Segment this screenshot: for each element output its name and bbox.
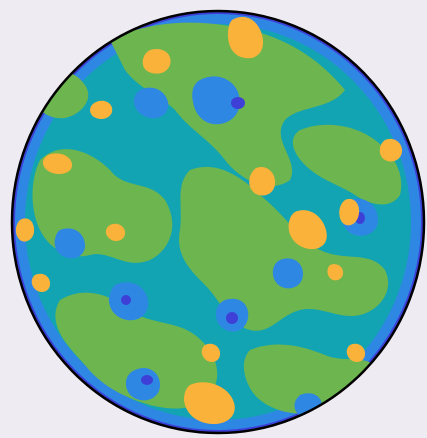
yellow-region [339,198,360,226]
deep-region [231,97,245,109]
yellow-region [379,138,403,162]
yellow-region [346,343,366,363]
blue-region [272,258,303,289]
deep-regions [121,97,365,385]
yellow-region [184,382,235,425]
green-region [292,124,402,205]
yellow-region [201,343,221,363]
blue-region [54,228,86,259]
deep-region [226,312,238,324]
blue-region [125,367,160,401]
yellow-region [90,100,113,120]
disk-outline [10,9,426,435]
blue-region [133,87,169,119]
yellow-regions [15,16,403,425]
yellow-region [249,166,276,196]
disk-fill-group [12,11,424,433]
yellow-region [105,223,126,242]
green-region [179,166,389,331]
yellow-region [15,218,35,242]
yellow-region [327,264,344,281]
yellow-region [228,16,264,59]
green-region [55,292,218,409]
yellow-region [42,153,73,174]
blue-region [192,76,240,125]
deep-region [121,295,131,305]
yellow-region [288,210,327,250]
yellow-region [31,273,51,293]
deep-region [141,375,153,385]
yellow-region [142,48,171,74]
